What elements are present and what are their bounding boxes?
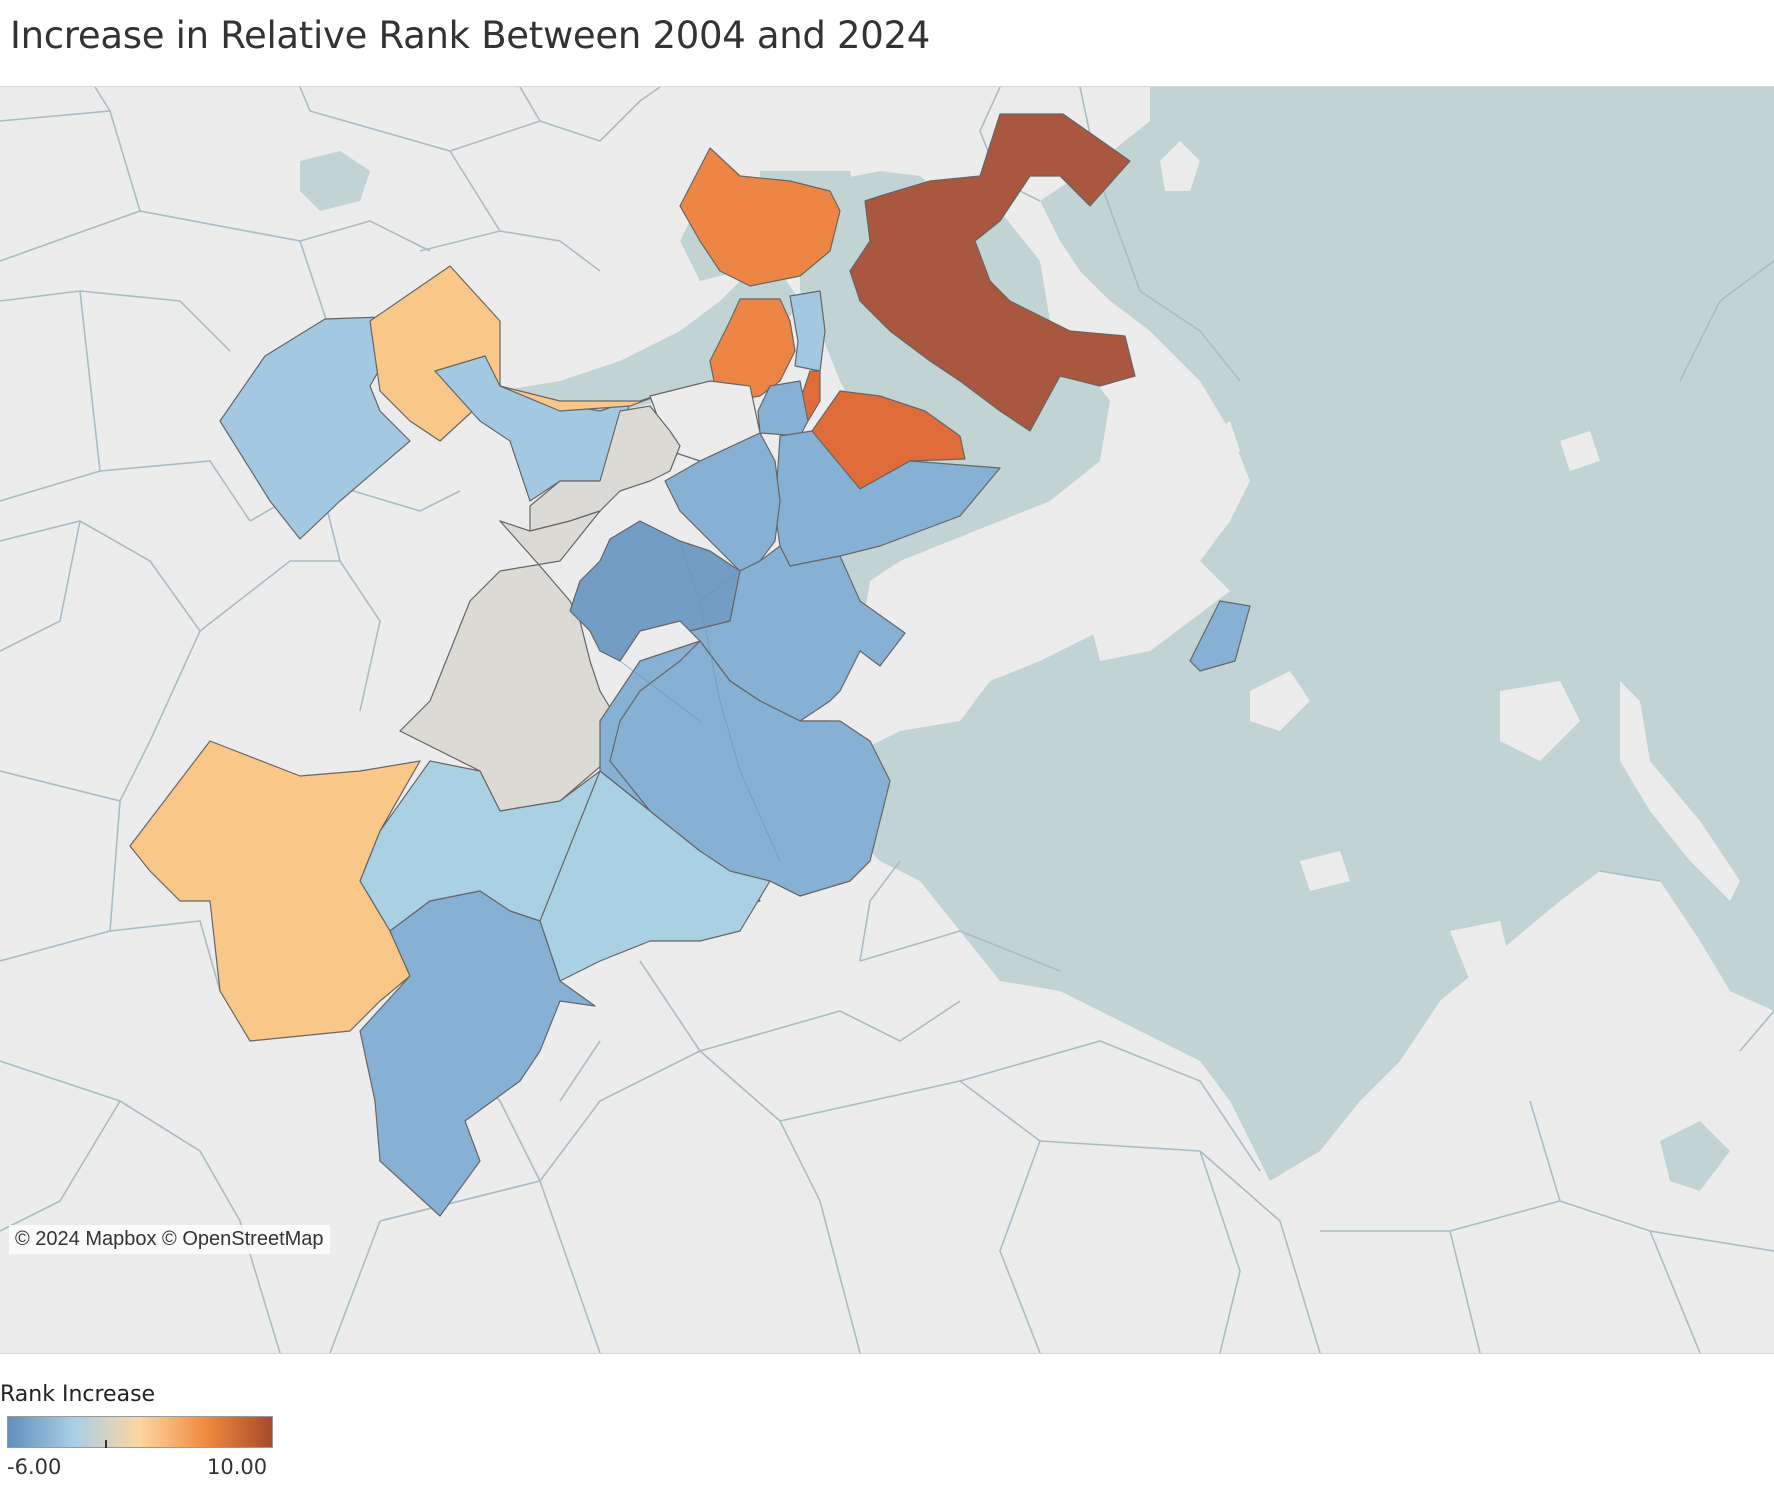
region-hyde-park[interactable] xyxy=(359,890,596,1217)
region-charlestown[interactable] xyxy=(679,147,841,287)
legend-max-label: 10.00 xyxy=(207,1455,268,1479)
map-attribution[interactable]: © 2024 Mapbox © OpenStreetMap xyxy=(9,1225,330,1254)
legend-color-ramp xyxy=(7,1416,273,1448)
region-dorchester-east-strip[interactable] xyxy=(1189,600,1251,672)
region-west-roxbury[interactable] xyxy=(129,740,421,1042)
legend-min-label: -6.00 xyxy=(7,1455,62,1479)
harbor-islands xyxy=(1090,141,1740,981)
region-dorchester-north[interactable] xyxy=(689,545,906,722)
region-east-boston[interactable] xyxy=(849,113,1136,432)
region-mattapan[interactable] xyxy=(609,640,891,897)
legend-neutral-tick xyxy=(105,1440,107,1448)
region-roxbury[interactable] xyxy=(569,520,741,662)
region-allston[interactable] xyxy=(219,315,411,540)
region-borders xyxy=(619,540,781,862)
region-mission-hill[interactable] xyxy=(529,405,681,532)
legend-title: Rank Increase xyxy=(0,1382,156,1407)
map-canvas[interactable] xyxy=(0,86,1774,1354)
map-title: Increase in Relative Rank Between 2004 a… xyxy=(10,14,931,57)
